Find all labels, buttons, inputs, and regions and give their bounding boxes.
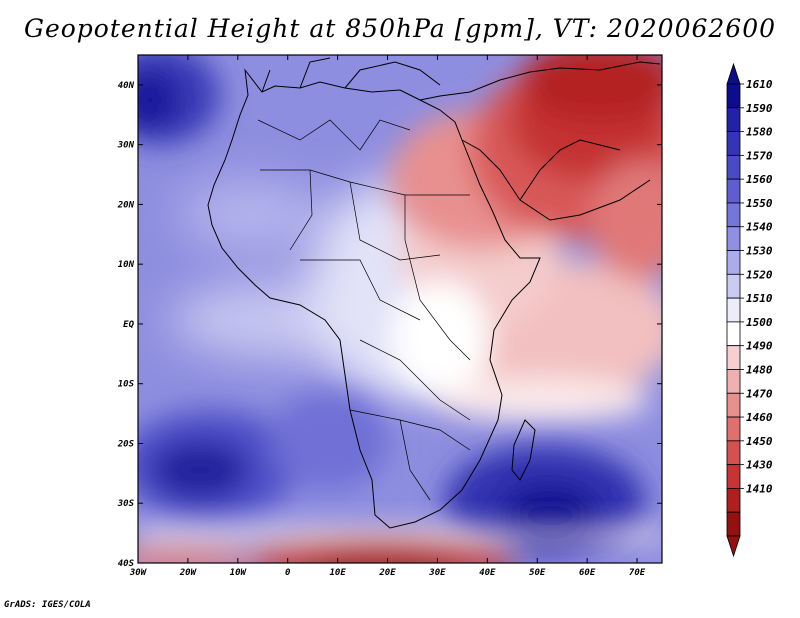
colorbar-label: 1520 — [746, 268, 773, 281]
colorbar-label: 1510 — [746, 292, 773, 305]
colorbar-segment — [726, 297, 741, 323]
lon-tick-label: 0 — [285, 568, 291, 578]
colorbar-label: 1410 — [746, 482, 773, 495]
longitude-axis: 30W 20W 10W 0 10E 20E 30E 40E 50E 60E 70E — [129, 55, 646, 578]
field-warm — [390, 55, 662, 422]
lon-tick-label: 30W — [129, 568, 148, 578]
colorbar-segment — [726, 131, 741, 156]
colorbar-segment — [726, 273, 741, 299]
colorbar-label: 1530 — [746, 245, 773, 258]
colorbar-label: 1560 — [746, 173, 773, 186]
lon-tick-label: 10E — [329, 568, 346, 578]
lat-tick-label: 10N — [118, 260, 135, 270]
colorbar: 1610 1590 1580 1570 1560 1550 1540 1530 1520 1510… — [726, 62, 773, 558]
coastlines — [207, 57, 661, 529]
lat-tick-label: 20S — [117, 439, 135, 449]
latitude-axis: 40N 30N 20N 10N EQ 10S 20S 30S 40S — [117, 81, 662, 569]
colorbar-segment — [726, 154, 741, 180]
colorbar-segment — [726, 83, 741, 109]
colorbar-label: 1500 — [746, 316, 773, 329]
lat-tick-label: 30S — [117, 499, 135, 509]
lon-tick-label: 60E — [579, 568, 596, 578]
lon-tick-label: 40E — [479, 568, 496, 578]
height-field — [138, 55, 662, 563]
colorbar-label: 1540 — [746, 221, 773, 234]
colorbar-segment — [726, 392, 741, 418]
lat-tick-label: 30N — [117, 141, 135, 151]
colorbar-segment — [726, 369, 741, 394]
colorbar-bottom-arrow — [726, 535, 741, 558]
lat-tick-label: EQ — [123, 320, 134, 330]
colorbar-segment — [726, 345, 741, 370]
colorbar-segment — [726, 250, 741, 275]
lat-tick-label: 20N — [117, 200, 135, 210]
lat-tick-label: 40N — [118, 81, 135, 91]
map-title: Geopotential Height at 850hPa [gpm], VT:… — [23, 14, 777, 43]
lat-tick-label: 40S — [118, 559, 135, 569]
colorbar-label: 1610 — [746, 78, 773, 91]
lon-tick-label: 10W — [230, 568, 248, 578]
lon-tick-label: 30E — [428, 568, 446, 578]
colorbar-label: 1430 — [746, 459, 773, 472]
colorbar-label: 1590 — [746, 102, 773, 115]
colorbar-label: 1550 — [746, 197, 773, 210]
colorbar-segment — [726, 202, 741, 228]
lon-tick-label: 70E — [629, 568, 646, 578]
colorbar-label: 1480 — [746, 363, 773, 376]
colorbar-segment — [726, 488, 741, 513]
colorbar-segment — [726, 107, 741, 132]
colorbar-segment — [726, 178, 741, 204]
colorbar-segment — [726, 440, 741, 466]
colorbar-label: 1570 — [746, 149, 773, 162]
colorbar-label: 1470 — [746, 387, 773, 400]
map-frame — [137, 54, 663, 564]
lon-tick-label: 50E — [529, 568, 546, 578]
grads-credit: GrADS: IGES/COLA — [4, 600, 91, 610]
colorbar-label: 1460 — [746, 411, 773, 424]
colorbar-top-arrow — [726, 62, 741, 85]
colorbar-label: 1580 — [746, 126, 773, 139]
lon-tick-label: 20W — [179, 568, 198, 578]
colorbar-label: 1490 — [746, 340, 773, 353]
lat-tick-label: 10S — [118, 380, 135, 390]
colorbar-segment — [726, 226, 741, 251]
borders — [257, 119, 471, 501]
lon-tick-label: 20E — [378, 568, 396, 578]
field-southern-trough — [138, 528, 662, 563]
field-highs — [138, 55, 645, 555]
colorbar-segment — [726, 511, 741, 537]
colorbar-segment — [726, 416, 741, 442]
colorbar-label: 1450 — [746, 435, 773, 448]
colorbar-segment — [726, 464, 741, 489]
colorbar-segment — [726, 321, 741, 347]
